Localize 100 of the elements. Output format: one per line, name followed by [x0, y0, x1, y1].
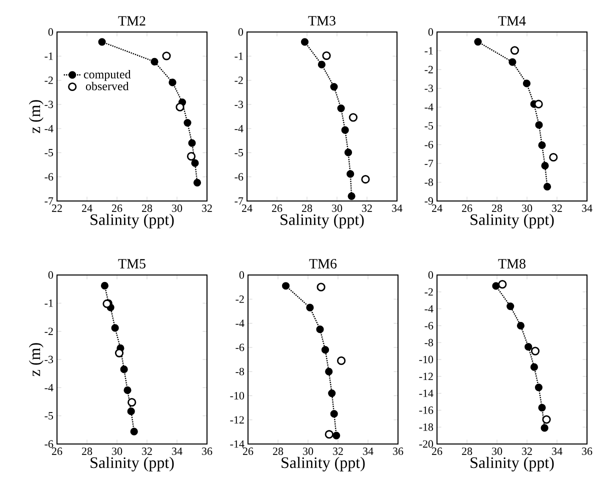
- y-tick-label: 0: [48, 28, 54, 36]
- y-tick-label: 0: [428, 28, 434, 36]
- x-tick-label: 32: [552, 204, 562, 212]
- x-tick-label: 26: [112, 204, 122, 212]
- point: [361, 174, 370, 184]
- point: [341, 126, 349, 134]
- point: [98, 38, 106, 46]
- point: [184, 118, 192, 127]
- point: [128, 398, 136, 407]
- x-tick-label: 28: [82, 448, 92, 455]
- x-tick-label: 28: [492, 204, 502, 212]
- chart-title: TM8: [498, 259, 526, 268]
- point: [530, 363, 538, 371]
- point: [100, 282, 108, 290]
- x-tick-label: 26: [52, 448, 62, 455]
- y-tick-label: -4: [424, 104, 434, 111]
- point: [130, 428, 138, 436]
- chart-title: TM3: [308, 16, 336, 26]
- x-tick-label: 34: [552, 448, 562, 455]
- point: [540, 424, 548, 432]
- y-tick-label: 0: [239, 271, 244, 279]
- y-tick-label: -10: [230, 392, 244, 400]
- y-tick-label: -20: [419, 440, 434, 448]
- y-tick-label: -9: [424, 197, 434, 205]
- y-tick-label: -2: [236, 296, 244, 303]
- y-tick-label: -1: [234, 52, 243, 60]
- point: [127, 408, 135, 416]
- x-axis-title: Salinity (ppt): [90, 456, 174, 472]
- point: [111, 324, 119, 332]
- point: [538, 141, 546, 150]
- x-tick-label: 36: [582, 448, 592, 455]
- x-tick-label: 32: [362, 204, 372, 212]
- point: [300, 38, 309, 46]
- x-tick-label: 26: [432, 448, 442, 455]
- y-tick-label: -12: [230, 416, 244, 424]
- y-tick-label: -18: [419, 423, 434, 431]
- x-tick-label: 26: [462, 204, 472, 212]
- x-tick-label: 30: [492, 448, 502, 455]
- point: [348, 192, 356, 200]
- y-tick-label: -3: [44, 100, 54, 108]
- point: [508, 58, 516, 66]
- point: [150, 58, 158, 66]
- y-tick-label: -5: [234, 149, 244, 156]
- y-tick-label: -10: [419, 356, 434, 364]
- point: [535, 121, 543, 129]
- point: [348, 113, 358, 122]
- point: [337, 356, 346, 366]
- x-axis-title: Salinity (ppt): [470, 456, 554, 472]
- y-tick-label: -12: [419, 372, 433, 380]
- y-tick-label: -7: [234, 197, 244, 205]
- x-axis-title: Salinity (ppt): [282, 456, 365, 472]
- point: [541, 162, 549, 170]
- point: [124, 386, 132, 394]
- point: [193, 178, 202, 186]
- x-axis-title: Salinity (ppt): [470, 214, 554, 228]
- point: [516, 322, 525, 330]
- y-axis-title: z (m): [28, 343, 44, 376]
- y-tick-label: -2: [424, 288, 433, 296]
- y-tick-label: -6: [234, 173, 244, 181]
- y-tick-label: -2: [424, 66, 433, 74]
- x-tick-label: 34: [363, 448, 374, 455]
- y-tick-label: -6: [424, 140, 434, 148]
- y-tick-label: -4: [424, 305, 434, 312]
- y-tick-label: -5: [44, 149, 54, 156]
- y-tick-label: -2: [44, 328, 53, 335]
- point: [524, 343, 532, 351]
- y-tick-label: -3: [44, 356, 54, 364]
- point: [176, 102, 184, 112]
- x-tick-label: 28: [462, 448, 472, 455]
- y-tick-label: -4: [44, 124, 54, 132]
- point: [332, 432, 340, 440]
- y-tick-label: -5: [424, 122, 434, 130]
- y-tick-label: -5: [44, 412, 54, 420]
- point: [498, 280, 507, 289]
- x-tick-label: 30: [332, 204, 342, 212]
- y-tick-label: -8: [236, 368, 244, 376]
- point: [549, 152, 558, 162]
- x-tick-label: 26: [242, 448, 254, 455]
- x-tick-label: 24: [432, 204, 442, 212]
- y-tick-label: -3: [234, 100, 244, 108]
- x-tick-label: 30: [522, 204, 532, 212]
- x-tick-label: 30: [112, 448, 122, 455]
- y-axis-title: z (m): [28, 100, 44, 134]
- y-tick-label: -1: [424, 47, 433, 54]
- point: [186, 152, 196, 161]
- y-tick-label: -6: [44, 440, 54, 448]
- point: [322, 51, 331, 60]
- y-tick-label: -2: [234, 76, 243, 84]
- point: [522, 80, 531, 88]
- point: [534, 384, 543, 392]
- chart-title: TM6: [309, 259, 337, 268]
- y-tick-label: -2: [44, 76, 53, 84]
- chart-title: TM2: [118, 16, 146, 26]
- point: [492, 282, 500, 290]
- y-tick-label: -3: [424, 84, 434, 92]
- point: [114, 348, 124, 358]
- point: [321, 346, 330, 354]
- point: [530, 346, 540, 356]
- y-tick-label: -4: [44, 384, 54, 392]
- y-tick-label: -8: [424, 178, 434, 186]
